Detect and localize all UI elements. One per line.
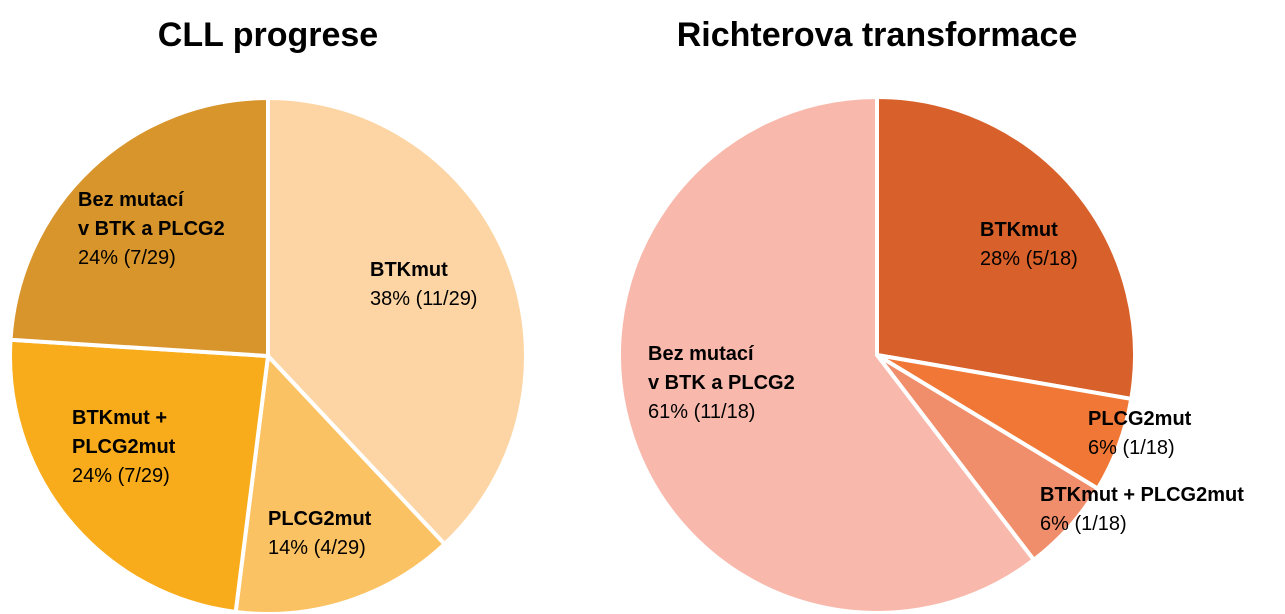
pie-slice (8, 337, 271, 614)
slice-label: BTKmut + PLCG2mut 24% (7/29) (72, 404, 175, 491)
pie-slice (875, 94, 1137, 402)
pie-slice (617, 94, 1037, 614)
slice-label: PLCG2mut 6% (1/18) (1088, 405, 1191, 463)
category-label: BTKmut + PLCG2mut (1040, 484, 1244, 506)
pie-slice (266, 95, 528, 547)
category-label: PLCG2mut (1088, 408, 1192, 430)
category-label: Bez mutací v BTK a PLCG2 (648, 343, 795, 394)
value-label: 61% (11/18) (648, 401, 756, 423)
pie-slice (8, 95, 270, 359)
chart-title: Richterova transformace (677, 16, 1078, 54)
slice-label: BTKmut 38% (11/29) (370, 256, 477, 314)
value-label: 24% (7/29) (78, 247, 176, 269)
slice-label: BTKmut + PLCG2mut 6% (1/18) (1040, 481, 1244, 539)
value-label: 6% (1/18) (1040, 513, 1127, 535)
category-label: BTKmut + PLCG2mut (72, 407, 176, 458)
slice-label: Bez mutací v BTK a PLCG2 24% (7/29) (78, 186, 225, 273)
value-label: 14% (4/29) (268, 537, 366, 559)
category-label: BTKmut (370, 259, 448, 281)
slice-label: BTKmut 28% (5/18) (980, 216, 1078, 274)
slice-label: PLCG2mut 14% (4/29) (268, 505, 371, 563)
category-label: BTKmut (980, 219, 1058, 241)
chart-title: CLL progrese (158, 16, 378, 54)
category-label: PLCG2mut (268, 508, 372, 530)
value-label: 24% (7/29) (72, 465, 170, 487)
value-label: 28% (5/18) (980, 248, 1078, 270)
value-label: 6% (1/18) (1088, 437, 1175, 459)
category-label: Bez mutací v BTK a PLCG2 (78, 189, 225, 240)
slice-label: Bez mutací v BTK a PLCG2 61% (11/18) (648, 340, 795, 427)
value-label: 38% (11/29) (370, 288, 478, 310)
